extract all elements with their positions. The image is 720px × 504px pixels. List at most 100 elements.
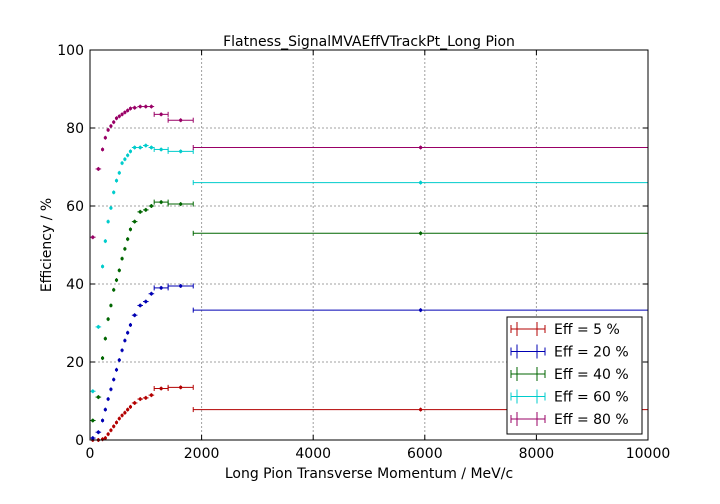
y-axis-label: Efficiency / % <box>39 198 55 292</box>
data-point <box>106 317 110 321</box>
data-point <box>120 413 124 418</box>
data-point <box>128 405 133 409</box>
data-point <box>96 167 100 171</box>
data-point <box>133 145 137 150</box>
y-axis-ticks: 0 20 40 60 80 100 <box>57 43 648 449</box>
y-tick-label: 60 <box>66 199 84 215</box>
data-point <box>117 268 121 272</box>
y-tick-label: 100 <box>57 43 84 59</box>
legend-label: Eff = 40 % <box>554 367 629 383</box>
data-point <box>109 428 113 432</box>
data-point <box>106 432 110 436</box>
x-tick-label: 2000 <box>184 446 220 462</box>
data-point <box>103 337 107 341</box>
data-point <box>128 149 133 153</box>
x-tick-label: 0 <box>86 446 95 462</box>
data-point <box>117 114 121 118</box>
data-point <box>159 112 163 116</box>
data-point <box>179 118 183 122</box>
data-point <box>114 420 119 425</box>
data-point <box>128 323 133 327</box>
data-point <box>133 401 137 405</box>
data-point <box>117 416 121 421</box>
data-point <box>103 239 107 243</box>
data-point <box>138 104 142 109</box>
data-point <box>144 396 148 400</box>
data-point <box>159 200 163 204</box>
data-point <box>114 368 119 372</box>
data-point <box>419 181 423 185</box>
data-point <box>179 284 183 288</box>
x-tick-label: 4000 <box>295 446 331 462</box>
data-point <box>114 179 119 183</box>
data-point <box>133 220 137 224</box>
data-point <box>106 128 110 132</box>
data-point <box>126 407 130 412</box>
data-point <box>120 112 124 116</box>
data-point <box>114 116 119 120</box>
y-tick-label: 80 <box>66 121 84 137</box>
data-point <box>419 145 423 150</box>
data-point <box>96 325 100 329</box>
legend: Eff = 5 % Eff = 20 % Eff = 40 % Eff = 60 % E… <box>506 316 643 435</box>
data-point <box>100 418 105 423</box>
data-point <box>123 411 127 415</box>
data-point <box>138 145 142 150</box>
plot-frame <box>89 49 649 441</box>
data-point <box>149 104 153 109</box>
data-point <box>109 303 113 308</box>
y-tick-label: 40 <box>66 277 84 293</box>
data-point <box>179 149 183 153</box>
data-point <box>91 389 95 393</box>
data-point <box>112 424 116 428</box>
data-point <box>106 220 110 224</box>
series-5 <box>90 104 649 240</box>
legend-label: Eff = 5 % <box>554 322 620 338</box>
legend-entry: Eff = 40 % <box>510 367 629 383</box>
x-axis-ticks: 0 2000 4000 6000 8000 10000 <box>86 50 670 462</box>
data-point <box>120 257 124 261</box>
legend-entry: Eff = 20 % <box>510 344 629 361</box>
data-point <box>123 247 127 251</box>
data-point <box>117 171 121 175</box>
data-point <box>144 299 148 304</box>
data-point <box>149 292 153 296</box>
data-point <box>100 264 105 269</box>
x-tick-label: 6000 <box>407 446 443 462</box>
legend-label: Eff = 20 % <box>554 345 629 361</box>
data-point <box>112 120 116 124</box>
series-2 <box>90 283 649 441</box>
data-point <box>419 308 423 312</box>
data-point <box>144 208 148 212</box>
data-point <box>112 190 116 194</box>
data-point <box>138 210 142 214</box>
data-point <box>126 331 130 335</box>
legend-entry: Eff = 80 % <box>510 412 629 428</box>
data-point <box>149 204 153 208</box>
data-point <box>138 303 142 308</box>
data-point <box>100 147 105 152</box>
data-point <box>109 387 113 391</box>
data-point <box>106 397 110 401</box>
data-point <box>159 386 163 391</box>
data-point <box>91 235 95 239</box>
legend-entry: Eff = 60 % <box>510 389 629 406</box>
data-point <box>159 147 163 152</box>
data-point <box>112 377 116 382</box>
data-point <box>112 288 116 292</box>
data-point <box>91 418 95 423</box>
data-point <box>128 106 133 111</box>
data-point <box>133 106 137 110</box>
data-marks <box>90 104 649 442</box>
data-point <box>123 110 127 114</box>
data-point <box>419 231 423 235</box>
legend-label: Eff = 60 % <box>554 390 629 406</box>
data-point <box>179 385 183 389</box>
data-point <box>128 227 133 231</box>
data-point <box>114 278 119 282</box>
legend-label: Eff = 80 % <box>554 412 629 428</box>
data-point <box>117 358 121 362</box>
data-point <box>133 313 137 317</box>
data-point <box>149 145 153 150</box>
